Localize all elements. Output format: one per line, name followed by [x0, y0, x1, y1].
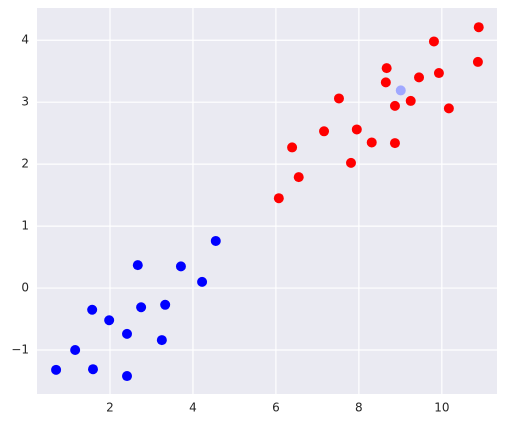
- x-tick-label: 4: [189, 401, 197, 415]
- point: [414, 72, 425, 83]
- point: [87, 304, 98, 315]
- point: [70, 345, 81, 356]
- point: [122, 371, 133, 382]
- point: [472, 56, 483, 67]
- point: [136, 302, 147, 313]
- point: [473, 22, 484, 33]
- point: [175, 261, 186, 272]
- point: [160, 299, 171, 310]
- point: [433, 68, 444, 79]
- point: [87, 364, 98, 375]
- point: [389, 138, 400, 149]
- y-tick-label: 4: [21, 33, 29, 47]
- point: [395, 85, 406, 96]
- point: [197, 276, 208, 287]
- point: [380, 77, 391, 88]
- plot-area: [37, 8, 497, 394]
- point: [122, 328, 133, 339]
- point: [132, 260, 143, 271]
- point: [293, 172, 304, 183]
- point: [405, 95, 416, 106]
- point: [381, 63, 392, 74]
- point: [345, 157, 356, 168]
- y-tick-label: 2: [21, 157, 29, 171]
- x-tick-label: 2: [106, 401, 114, 415]
- point: [287, 142, 298, 153]
- point: [210, 235, 221, 246]
- point: [428, 36, 439, 47]
- point: [319, 126, 330, 137]
- y-tick-label: 0: [21, 281, 29, 295]
- point: [389, 100, 400, 111]
- x-tick-label: 6: [272, 401, 280, 415]
- x-tick-label: 10: [434, 401, 449, 415]
- point: [156, 335, 167, 346]
- point: [104, 315, 115, 326]
- x-tick-label: 8: [355, 401, 363, 415]
- point: [273, 193, 284, 204]
- point: [351, 124, 362, 135]
- point: [333, 93, 344, 104]
- y-tick-label: −1: [11, 343, 29, 357]
- point: [443, 103, 454, 114]
- y-tick-label: 3: [21, 95, 29, 109]
- point: [366, 137, 377, 148]
- y-tick-label: 1: [21, 219, 29, 233]
- point: [51, 364, 62, 375]
